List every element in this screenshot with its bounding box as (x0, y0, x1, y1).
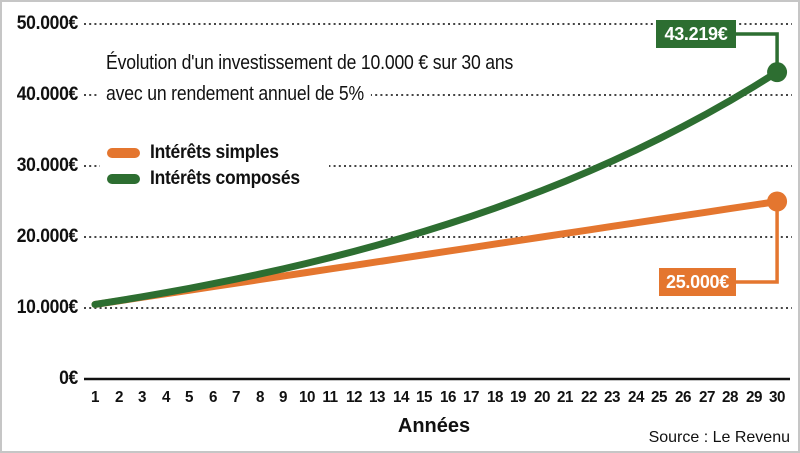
x-tick-label: 3 (138, 389, 147, 406)
x-tick-label: 4 (161, 389, 170, 406)
x-tick-label: 9 (279, 389, 288, 406)
x-tick-label: 22 (580, 389, 597, 406)
y-tick-label: 10.000€ (16, 297, 79, 318)
legend-item-simple: Intérêts simples (107, 141, 313, 164)
x-tick-label: 8 (255, 389, 264, 406)
x-tick-label: 17 (463, 389, 480, 406)
y-tick-label: 20.000€ (16, 226, 79, 247)
x-tick-label: 5 (185, 389, 194, 406)
x-tick-label: 15 (416, 389, 433, 406)
callout-connector-1 (736, 32, 779, 73)
y-tick-label: 0€ (59, 368, 78, 389)
legend-swatch-simple-icon (107, 147, 140, 158)
x-tick-label: 12 (345, 389, 362, 406)
x-tick-label: 24 (627, 389, 644, 406)
x-tick-label: 26 (675, 389, 691, 406)
x-tick-label: 21 (557, 389, 574, 406)
chart-title: Évolution d'un investissement de 10.000 … (99, 48, 578, 110)
x-tick-label: 19 (510, 389, 527, 406)
x-tick-label: 7 (232, 389, 241, 406)
x-tick-label: 10 (298, 389, 315, 406)
x-tick-label: 13 (369, 389, 386, 406)
legend-label-compound: Intérêts composés (150, 167, 300, 189)
series-line-1 (91, 68, 781, 308)
x-tick-label: 28 (722, 389, 739, 406)
legend: Intérêts simples Intérêts composés (100, 133, 329, 198)
series-end-dot-1 (767, 62, 788, 83)
series-end-dot-0 (767, 191, 788, 212)
callout-connector-0 (735, 201, 779, 284)
legend-item-compound: Intérêts composés (107, 167, 313, 190)
legend-label-simple: Intérêts simples (150, 141, 279, 163)
x-tick-label: 27 (698, 389, 715, 406)
x-tick-label: 11 (322, 389, 339, 406)
legend-swatch-compound-icon (107, 173, 140, 184)
x-tick-label: 18 (486, 389, 503, 406)
value-callout-compound: 43.219€ (656, 20, 736, 48)
y-tick-label: 50.000€ (16, 13, 79, 34)
chart-title-line2: avec un rendement annuel de 5% (99, 79, 372, 110)
y-tick-label: 40.000€ (16, 84, 79, 105)
x-tick-label: 2 (114, 389, 123, 406)
x-tick-label: 30 (769, 389, 786, 406)
x-tick-label: 23 (604, 389, 621, 406)
x-tick-label: 16 (439, 389, 456, 406)
x-tick-label: 25 (651, 389, 668, 406)
chart-title-line1: Évolution d'un investissement de 10.000 … (99, 48, 521, 79)
x-tick-label: 1 (91, 389, 99, 406)
value-callout-simple: 25.000€ (659, 268, 736, 296)
x-axis-title: Années (397, 415, 471, 437)
x-tick-label: 29 (745, 389, 762, 406)
x-tick-label: 14 (392, 389, 409, 406)
y-tick-label: 30.000€ (16, 155, 79, 176)
x-tick-label: 20 (533, 389, 550, 406)
x-tick-label: 6 (208, 389, 217, 406)
source-credit: Source : Le Revenu (648, 429, 790, 446)
